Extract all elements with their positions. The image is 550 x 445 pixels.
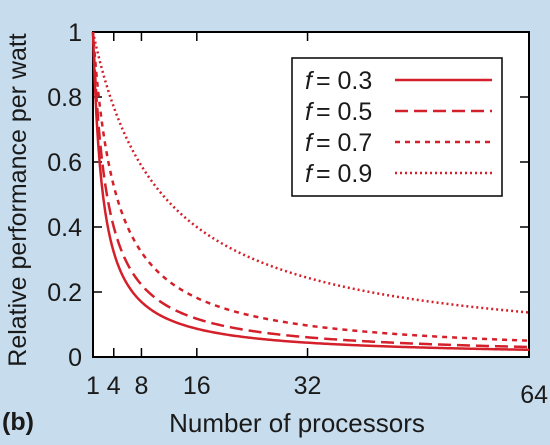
y-axis-label: Relative performance per watt	[4, 33, 32, 367]
legend-entry-label: f = 0.7	[305, 129, 372, 157]
legend-symbol: f	[305, 160, 315, 188]
y-tick-label: 0.8	[47, 84, 82, 112]
panel-label: (b)	[2, 408, 34, 436]
y-tick-label: 1	[68, 19, 82, 47]
series-line-f-0-7	[91, 31, 530, 342]
y-tick-label: 0.6	[47, 149, 82, 177]
legend-entry-label: f = 0.9	[305, 160, 372, 188]
x-axis-label: Number of processors	[169, 408, 425, 438]
x-tick-label: 16	[183, 372, 211, 400]
x-tick-label: 64	[520, 381, 548, 409]
series-line-f-0-3	[91, 31, 530, 352]
x-axis-ticks: 1 4 8 16 32 64	[86, 32, 548, 409]
legend-entry-label: f = 0.3	[305, 67, 372, 95]
legend-symbol: f	[305, 98, 315, 126]
x-tick-label: 8	[134, 372, 148, 400]
legend-entry-label: f = 0.5	[305, 98, 372, 126]
legend: f = 0.3f = 0.5f = 0.7f = 0.9	[291, 57, 503, 197]
y-tick-label: 0.2	[47, 279, 82, 307]
legend-symbol: f	[305, 67, 315, 95]
y-tick-label: 0	[68, 344, 82, 372]
y-tick-label: 0.4	[47, 214, 82, 242]
legend-value: = 0.9	[316, 160, 372, 188]
legend-value: = 0.3	[316, 67, 372, 95]
series-lines	[91, 31, 530, 352]
x-tick-label: 32	[294, 372, 322, 400]
legend-value: = 0.7	[316, 129, 372, 157]
x-tick-label: 4	[107, 372, 121, 400]
legend-symbol: f	[305, 129, 315, 157]
legend-value: = 0.5	[316, 98, 372, 126]
y-axis-ticks: 0 0.2 0.4 0.6 0.8 1	[47, 19, 529, 372]
x-tick-label: 1	[86, 372, 100, 400]
series-line-f-0-5	[91, 31, 530, 349]
